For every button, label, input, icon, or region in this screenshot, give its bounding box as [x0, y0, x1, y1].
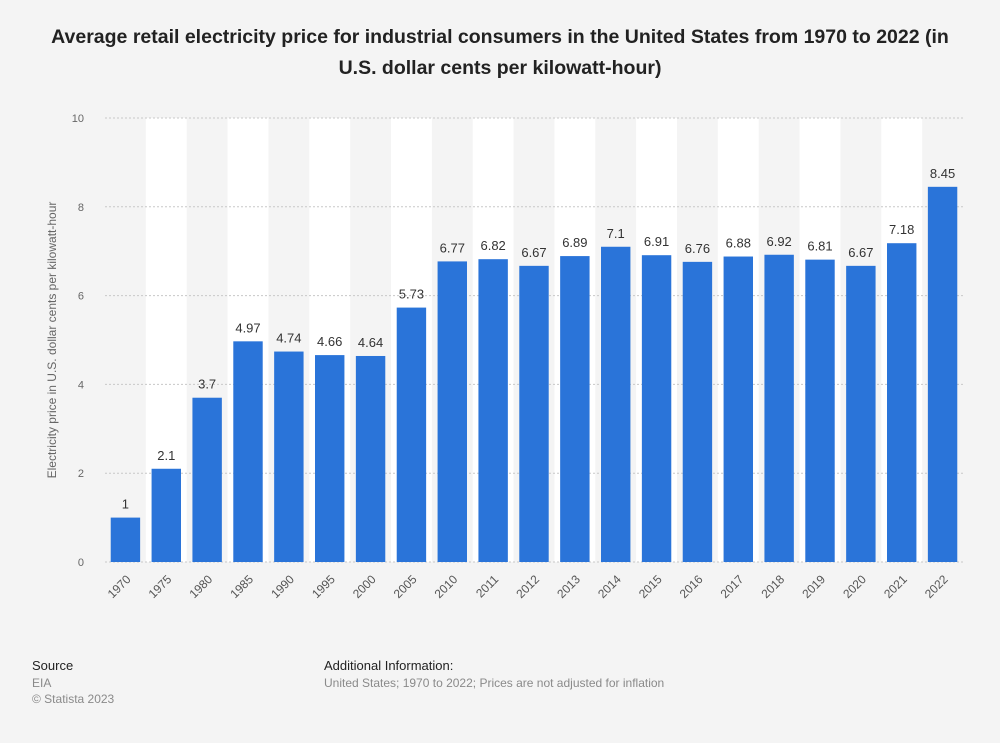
- additional-info-value: United States; 1970 to 2022; Prices are …: [324, 676, 665, 690]
- bar: [560, 256, 590, 562]
- x-tick-label: 2016: [677, 572, 706, 601]
- data-label: 6.92: [766, 234, 791, 249]
- y-axis-label: Electricity price in U.S. dollar cents p…: [45, 202, 59, 479]
- x-tick-label: 2022: [922, 572, 951, 601]
- data-label: 4.97: [235, 320, 260, 335]
- x-tick-label: 1985: [227, 572, 256, 601]
- bar: [682, 261, 713, 562]
- data-label: 4.66: [317, 334, 342, 349]
- source-value: EIA: [32, 676, 52, 690]
- source-label: Source: [32, 658, 74, 673]
- data-label: 2.1: [157, 448, 175, 463]
- x-tick-label: 2020: [840, 572, 869, 601]
- data-label: 3.7: [198, 377, 216, 392]
- bar: [437, 261, 467, 562]
- bar: [396, 307, 427, 562]
- x-tick-label: 2015: [636, 572, 665, 601]
- data-label: 4.74: [276, 331, 301, 346]
- copyright-text: © Statista 2023: [32, 692, 115, 706]
- x-tick-label: 2011: [473, 572, 501, 600]
- data-label: 5.73: [399, 287, 424, 302]
- data-label: 4.64: [358, 335, 383, 350]
- x-tick-label: 2019: [799, 572, 828, 601]
- y-tick-label: 4: [78, 379, 84, 391]
- x-tick-label: 2000: [350, 572, 379, 601]
- data-label: 6.81: [807, 239, 832, 254]
- y-tick-label: 2: [78, 468, 84, 480]
- x-tick-label: 2005: [391, 572, 420, 601]
- bar: [110, 517, 141, 562]
- x-tick-label: 1970: [105, 572, 134, 601]
- bar: [846, 265, 876, 562]
- bar: [764, 254, 794, 562]
- bar: [355, 355, 386, 562]
- bar: [641, 255, 672, 563]
- chart-title: Average retail electricity price for ind…: [51, 26, 949, 79]
- y-tick-label: 0: [78, 557, 84, 569]
- y-tick-label: 10: [72, 113, 84, 125]
- x-tick-label: 2010: [432, 572, 461, 601]
- data-label: 6.91: [644, 234, 669, 249]
- x-tick-label: 2013: [554, 572, 583, 601]
- data-label: 1: [122, 497, 129, 512]
- bar: [601, 246, 631, 562]
- bar: [192, 397, 222, 562]
- data-label: 7.1: [607, 226, 625, 241]
- data-label: 6.77: [440, 240, 465, 255]
- data-label: 7.18: [889, 222, 914, 237]
- bar: [233, 341, 263, 562]
- x-tick-label: 2014: [595, 572, 624, 601]
- bar: [723, 256, 753, 562]
- additional-info-label: Additional Information:: [324, 658, 454, 673]
- data-label: 6.76: [685, 241, 710, 256]
- x-tick-label: 2017: [718, 572, 747, 601]
- data-label: 6.88: [726, 236, 751, 251]
- data-label: 6.67: [848, 245, 873, 260]
- bar: [478, 259, 508, 562]
- x-tick-label: 1975: [146, 572, 175, 601]
- data-label: 8.45: [930, 166, 955, 181]
- bar: [927, 186, 958, 562]
- bar: [887, 243, 917, 562]
- bar: [151, 468, 181, 562]
- x-tick-label: 2018: [758, 572, 787, 601]
- bar: [519, 265, 549, 562]
- y-tick-label: 8: [78, 202, 84, 214]
- y-tick-label: 6: [78, 291, 84, 303]
- data-label: 6.82: [480, 238, 505, 253]
- bar: [805, 259, 835, 562]
- x-tick-label: 2012: [513, 572, 542, 601]
- x-tick-label: 1980: [186, 572, 215, 601]
- data-label: 6.89: [562, 235, 587, 250]
- bar: [315, 355, 345, 562]
- x-tick-label: 1990: [268, 572, 297, 601]
- x-tick-label: 2021: [881, 572, 910, 601]
- data-label: 6.67: [521, 245, 546, 260]
- x-tick-label: 1995: [309, 572, 338, 601]
- bar: [274, 351, 304, 562]
